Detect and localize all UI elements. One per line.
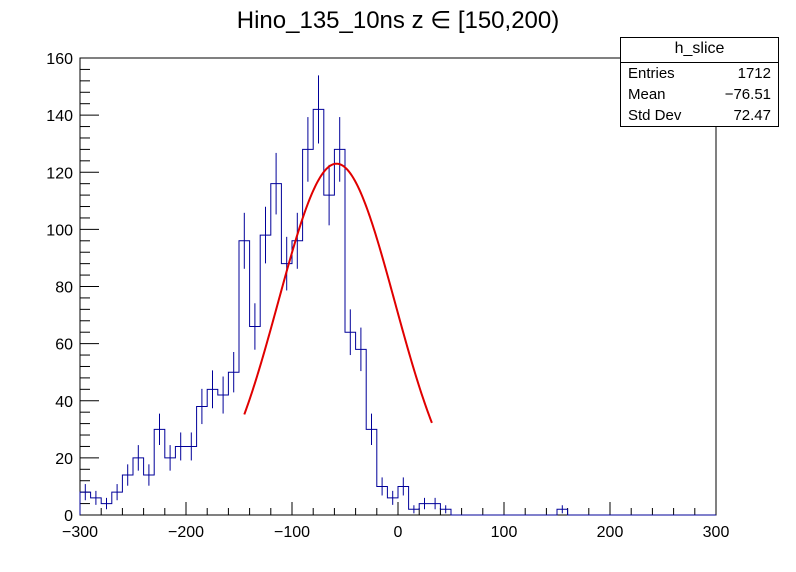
chart-title: Hino_135_10ns z ∈ [150,200) (236, 7, 560, 34)
stats-entries-label: Entries (628, 65, 675, 82)
stats-name: h_slice (621, 38, 778, 63)
stats-mean-value: −76.51 (724, 86, 771, 103)
gaussian-fit-curve (243, 162, 433, 424)
y-tick-label: 160 (46, 51, 73, 68)
stats-stddev-label: Std Dev (628, 107, 682, 124)
stats-stddev-row: Std Dev 72.47 (621, 105, 778, 126)
x-tick-label: 200 (597, 524, 624, 541)
y-tick-label: 0 (64, 508, 73, 525)
y-tick-label: 140 (46, 108, 73, 125)
x-tick-label: −100 (274, 524, 310, 541)
x-tick-label: −300 (62, 524, 98, 541)
stats-entries-row: Entries 1712 (621, 63, 778, 84)
y-tick-label: 100 (46, 222, 73, 239)
stats-entries-value: 1712 (737, 65, 771, 82)
stats-mean-label: Mean (628, 86, 666, 103)
x-tick-label: 100 (491, 524, 518, 541)
axis-tick-labels: −300 −200 −100 0 100 200 300 0 20 40 60 80 100 120 140… (46, 51, 729, 541)
stats-mean-row: Mean −76.51 (621, 84, 778, 105)
y-tick-label: 120 (46, 165, 73, 182)
y-tick-label: 60 (55, 337, 73, 354)
stats-box: h_slice Entries 1712 Mean −76.51 Std Dev… (620, 37, 779, 127)
y-tick-label: 40 (55, 394, 73, 411)
stats-stddev-value: 72.47 (733, 107, 771, 124)
x-tick-label: −200 (168, 524, 204, 541)
y-tick-label: 20 (55, 451, 73, 468)
x-tick-label: 0 (394, 524, 403, 541)
y-tick-label: 80 (55, 280, 73, 297)
x-tick-label: 300 (703, 524, 730, 541)
histogram-outline (79, 108, 716, 516)
